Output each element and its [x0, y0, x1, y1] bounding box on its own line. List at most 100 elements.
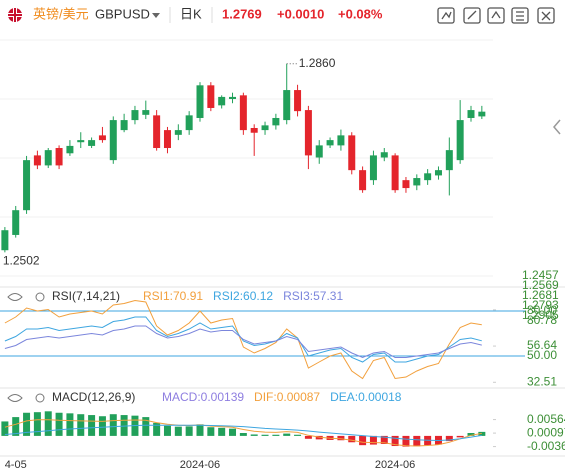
- macd-bar: [88, 415, 96, 436]
- macd-bar: [185, 426, 193, 436]
- period[interactable]: 日K: [180, 6, 202, 21]
- candle-body: [283, 90, 291, 121]
- macd-bar: [163, 425, 171, 436]
- toolbar-button[interactable]: [437, 7, 455, 24]
- y-tick-label: 1.2905: [522, 308, 559, 322]
- legend-entry: DIF:0.00087: [254, 390, 320, 404]
- indicator-line: [4, 316, 482, 363]
- macd-bar: [98, 416, 106, 436]
- candle-body: [163, 130, 171, 149]
- macd-bar: [12, 417, 20, 436]
- toolbar-button[interactable]: [511, 7, 529, 24]
- y-tick-label: 1.2457: [522, 268, 559, 282]
- macd-bar: [174, 426, 182, 436]
- price-change-pct: +0.08%: [338, 6, 383, 21]
- macd-bar: [304, 435, 312, 439]
- candle-body: [88, 140, 96, 146]
- y-tick-label: 80.00: [527, 303, 557, 317]
- legend-entry: RSI2:60.12: [213, 289, 273, 303]
- y-tick-label: -0.00369: [527, 439, 565, 453]
- candle-body: [153, 115, 161, 149]
- candle-body: [261, 125, 269, 131]
- candle-body: [478, 111, 486, 117]
- macd-bar: [315, 435, 323, 440]
- macd-bar: [250, 434, 258, 436]
- candle-body: [402, 180, 410, 189]
- macd-bar: [413, 435, 421, 447]
- candle-body: [77, 140, 85, 143]
- indicator-line: [4, 424, 482, 442]
- macd-bar: [402, 435, 410, 447]
- macd-bar: [369, 435, 377, 445]
- macd-bar: [456, 435, 464, 438]
- macd-bar: [348, 435, 356, 443]
- candle-body: [294, 90, 302, 112]
- macd-bar: [207, 427, 215, 436]
- candle-body: [434, 170, 442, 176]
- y-tick-label: 0.00564: [527, 412, 565, 426]
- annotation: 1.2860: [299, 56, 336, 70]
- eye-icon[interactable]: [7, 293, 23, 301]
- toolbar-button[interactable]: [487, 7, 505, 24]
- macd-bar: [239, 433, 247, 436]
- candle-body: [218, 96, 226, 106]
- candle-body: [369, 155, 377, 181]
- candle-body: [12, 210, 20, 235]
- candle-body: [272, 117, 280, 126]
- y-tick-label: 32.51: [527, 374, 557, 388]
- macd-bar: [337, 435, 345, 441]
- separators: [0, 286, 565, 457]
- candle-body: [55, 148, 63, 166]
- toolbar-button[interactable]: [537, 7, 555, 24]
- macd-bar: [359, 435, 367, 446]
- macd-bar: [142, 417, 150, 436]
- indicator-line: [4, 299, 482, 380]
- candle-body: [304, 110, 312, 156]
- candle-body: [131, 110, 139, 121]
- macd-bar: [33, 412, 41, 436]
- candle-body: [207, 85, 215, 108]
- macd-bar: [294, 434, 302, 436]
- macd-bar: [283, 433, 291, 436]
- macd-bar: [66, 413, 74, 436]
- candle-body: [120, 120, 128, 131]
- macd-bar: [1, 421, 9, 436]
- legend-entry: MACD:0.00139: [162, 390, 244, 404]
- candle-body: [456, 120, 464, 161]
- candle-body: [185, 115, 193, 131]
- indicator-title: MACD(12,26,9): [52, 390, 135, 404]
- dropdown-caret[interactable]: [152, 13, 160, 18]
- toolbar: [437, 7, 555, 24]
- candle-body: [66, 145, 74, 154]
- macd-bar: [261, 434, 269, 436]
- candle-body: [23, 160, 31, 211]
- instrument-symbol[interactable]: GBPUSD: [95, 6, 150, 21]
- macd-bar: [218, 427, 226, 436]
- header: 英镑/美元 GBPUSD 日K 1.2769 +0.0010 +0.08%: [8, 6, 561, 135]
- indicator-line: [4, 325, 482, 359]
- last-price: 1.2769: [222, 6, 262, 21]
- macd-bar: [380, 435, 388, 445]
- candle-body: [174, 130, 182, 135]
- macd-bar: [272, 434, 280, 436]
- macd-bar: [391, 435, 399, 447]
- macd-bar: [120, 415, 128, 436]
- settings-icon[interactable]: [35, 292, 45, 302]
- macd-bar: [23, 412, 31, 436]
- collapse-arrow[interactable]: [553, 119, 561, 135]
- macd-bar: [109, 414, 117, 436]
- macd-bar: [196, 424, 204, 436]
- settings-icon[interactable]: [35, 393, 45, 403]
- legend-entry: RSI1:70.91: [143, 289, 203, 303]
- candle-body: [1, 230, 9, 251]
- candle-body: [424, 173, 432, 181]
- toolbar-button[interactable]: [463, 7, 481, 24]
- instrument-name[interactable]: 英镑/美元: [33, 6, 89, 21]
- macd-bar: [153, 422, 161, 436]
- y-tick-label: 80.78: [527, 313, 557, 327]
- candle-body: [337, 135, 345, 146]
- y-tick-label: 56.64: [527, 338, 557, 352]
- eye-icon[interactable]: [7, 394, 23, 402]
